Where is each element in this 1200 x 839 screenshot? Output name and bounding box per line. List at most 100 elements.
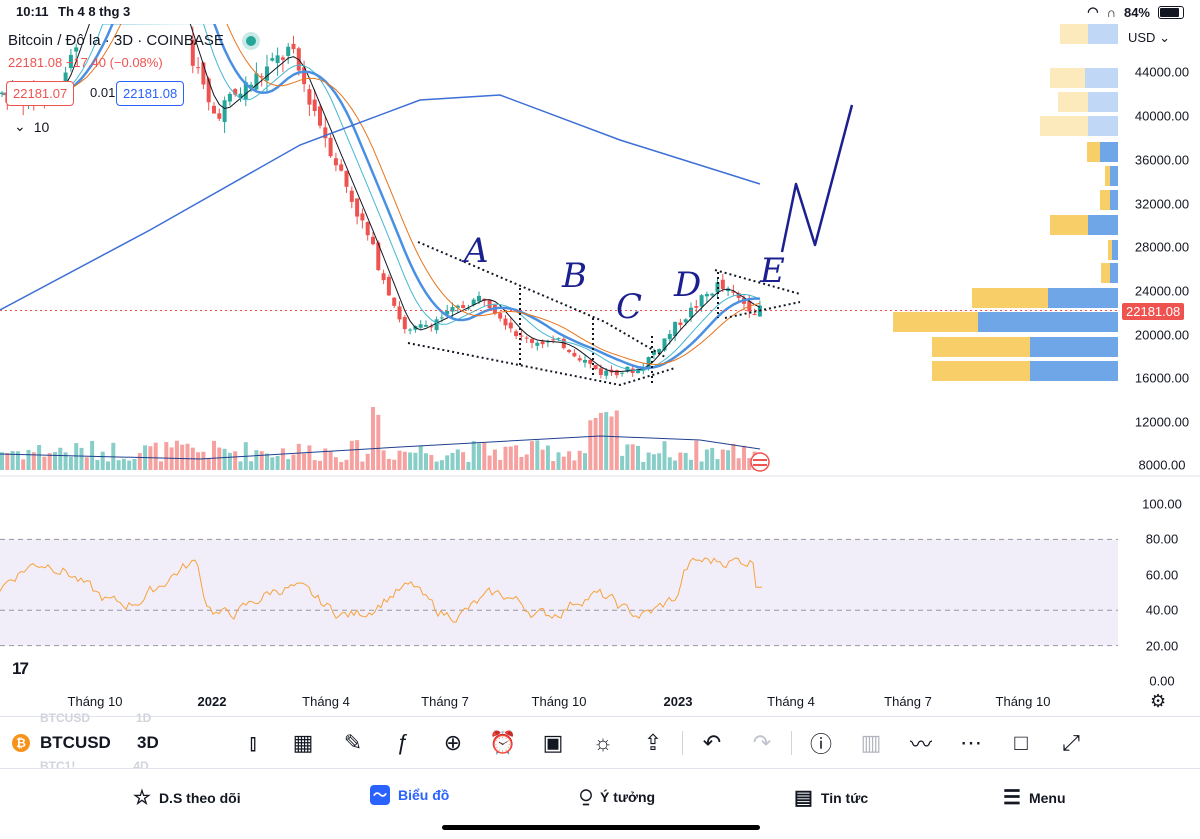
volume-bar	[201, 451, 206, 470]
timeframe-picker[interactable]: 3D	[137, 733, 159, 752]
volume-bar	[37, 444, 42, 470]
nav-watchlist[interactable]: ☆ D.S theo dõi	[133, 785, 241, 810]
candle-body	[699, 295, 704, 307]
more-icon[interactable]: ⋯	[960, 730, 982, 755]
candle-body	[68, 54, 73, 68]
bottom-navigation: ☆ D.S theo dõi 〜 Biểu đồ ⍜ Ý tưởng ▤ Tin tức…	[0, 768, 1200, 839]
market-open-indicator	[246, 36, 257, 47]
volume-bar	[365, 453, 370, 470]
volume-bar	[492, 449, 497, 470]
volume-bar	[333, 457, 338, 470]
tradingview-logo-icon: 17	[12, 659, 29, 678]
alarm-icon[interactable]: ⏰	[489, 730, 517, 755]
rsi-tick-label: 40.00	[1145, 602, 1179, 618]
volume-bar	[233, 451, 238, 470]
volume-bar	[731, 443, 736, 470]
symbol-picker[interactable]: ₿ BTCUSD	[12, 733, 111, 753]
volume-bar	[657, 453, 662, 470]
volume-bar	[636, 445, 640, 470]
volume-bar	[471, 441, 476, 470]
volume-profile-bar	[1112, 240, 1118, 260]
price-tick-label: 36000.00	[1134, 152, 1190, 168]
indicator-count: 10	[33, 118, 50, 135]
indicators-toggle[interactable]: ⌄ 10	[8, 116, 56, 137]
volume-bar	[132, 458, 137, 470]
volume-bar	[408, 452, 413, 470]
layout-grid-icon[interactable]: ▣	[542, 730, 564, 755]
status-bar: 10:11 Th 4 8 thg 3 ◠ ∩ 84%	[0, 0, 1200, 24]
volume-bar	[461, 452, 466, 470]
settings-gear-icon[interactable]: ⚙	[1150, 691, 1167, 711]
nav-news[interactable]: ▤ Tin tức	[794, 785, 868, 810]
time-tick-label: 2022	[197, 694, 227, 709]
volume-bar	[646, 452, 651, 470]
time-tick-label: Tháng 10	[67, 694, 123, 709]
chart-legend[interactable]: Bitcoin / Đô la · 3D · COINBASE	[8, 32, 257, 49]
volume-bar	[392, 459, 397, 470]
lightbulb-icon[interactable]: ☼	[592, 730, 614, 755]
drawing-pen-icon[interactable]: ✎	[343, 730, 363, 755]
volume-bar	[344, 459, 349, 470]
volume-bar	[106, 461, 110, 470]
volume-bar	[360, 461, 365, 470]
candle-body	[445, 310, 450, 315]
volume-bar	[689, 459, 693, 470]
currency-select[interactable]: USD ⌄	[1128, 30, 1170, 45]
candle-body	[365, 222, 370, 236]
nav-chart[interactable]: 〜 Biểu đồ	[370, 785, 449, 805]
candle-body	[339, 164, 344, 171]
candle-body	[424, 324, 428, 327]
candle-body	[593, 365, 598, 370]
volume-bar	[286, 459, 291, 470]
volume-profile-bar	[1088, 116, 1118, 136]
volume-bar	[254, 450, 259, 470]
hand-drawn-projection	[780, 104, 854, 253]
indicators-fx-icon[interactable]: ƒ	[396, 730, 410, 755]
volume-bar	[583, 453, 587, 470]
sell-button[interactable]: 22181.07	[6, 81, 75, 106]
candle-body	[312, 99, 317, 112]
nav-ideas[interactable]: ⍜ Ý tưởng	[580, 785, 655, 808]
trend-icon[interactable]: 〰	[909, 732, 932, 757]
price-tick-label: 12000.00	[1134, 414, 1190, 430]
share-icon[interactable]: ⇪	[643, 730, 663, 755]
volume-bar	[604, 412, 609, 470]
add-icon[interactable]: ⊕	[443, 730, 463, 755]
volume-bar	[667, 457, 672, 470]
square-icon[interactable]: □	[1014, 730, 1028, 755]
undo-icon[interactable]: ↶	[702, 730, 722, 755]
candle-body	[720, 279, 725, 289]
volume-bar	[397, 450, 402, 470]
nav-chart-label: Biểu đồ	[398, 787, 450, 803]
volume-profile-bar	[1085, 68, 1118, 88]
volume-bar	[296, 443, 301, 470]
spread-value: 0.01	[84, 81, 122, 104]
candle-body	[190, 39, 195, 66]
fullscreen-icon[interactable]: ⤢	[1062, 730, 1080, 755]
info-icon[interactable]: ⓘ	[809, 732, 832, 757]
redo-icon[interactable]: ↷	[752, 730, 772, 755]
volume-profile-bar	[1030, 361, 1118, 381]
buy-button[interactable]: 22181.08	[116, 81, 185, 106]
us-flag-icon	[750, 452, 770, 472]
chart-canvas[interactable]: A BCD E	[0, 24, 1200, 716]
volume-bar	[312, 460, 317, 470]
nav-menu[interactable]: ☰ Menu	[1003, 785, 1066, 810]
volume-bar	[153, 442, 158, 470]
status-time: 10:11	[16, 4, 49, 19]
volume-bar	[291, 454, 296, 470]
candle-type-icon[interactable]: ⫾	[249, 730, 257, 755]
volume-bar	[477, 443, 481, 470]
volume-bar	[530, 441, 534, 470]
annotation-letter-a: A	[461, 231, 489, 271]
compare-calendar-icon[interactable]: ▦	[292, 730, 314, 755]
volume-profile-icon[interactable]: ▥	[860, 730, 882, 755]
chart-toolbar: BTCUSD 1D ₿ BTCUSD 3D BTC1! 4D ⫾ ▦ ✎ ƒ ⊕ ⏰…	[0, 711, 1200, 773]
volume-bar	[137, 453, 142, 470]
price-tick-label: 16000.00	[1134, 370, 1190, 386]
volume-bar	[31, 452, 36, 470]
candle-body	[620, 372, 625, 374]
candle-body	[477, 295, 481, 302]
candle-body	[498, 313, 503, 319]
candle-body	[371, 236, 375, 245]
